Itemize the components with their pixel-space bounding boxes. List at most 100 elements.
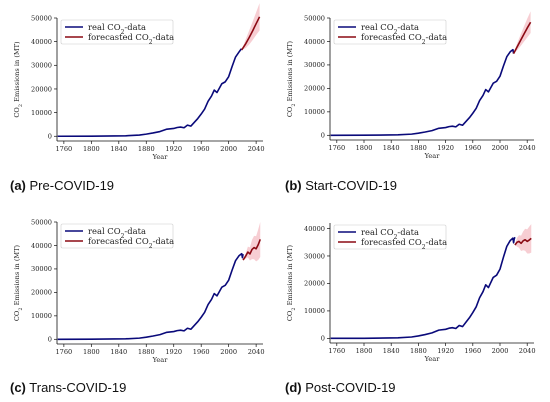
panel-b-xtick-label-1: 1800 — [356, 144, 373, 152]
panel-c-ytick-label-5: 50000 — [31, 218, 52, 226]
panel-c-xlabel: Year — [152, 356, 169, 364]
caption-b-letter: (b) — [285, 178, 302, 193]
panel-c-xtick-label-2: 1840 — [110, 348, 127, 356]
panel-b-forecast-band — [513, 11, 531, 54]
panel-a-ytick-label-3: 30000 — [31, 62, 52, 70]
panel-a-legend-label-forecast: forecasted CO2-data — [88, 32, 174, 46]
panel-d-ytick-label-2: 20000 — [304, 280, 325, 288]
panel-a-ylabel: CO2 Emissions in (MT) — [13, 41, 24, 118]
panel-b: 0 10000 20000 30000 40000 50000 1760 1800 1840 18… — [286, 11, 536, 160]
caption-d: (d) Post-COVID-19 — [285, 380, 396, 395]
panel-b-ytick-label-0: 0 — [321, 132, 325, 140]
panel-a-ytick-label-1: 10000 — [31, 109, 52, 117]
panel-a-real-line — [57, 48, 243, 138]
panel-d-xtick-label-3: 1880 — [410, 347, 427, 355]
panel-b-xtick-label-2: 1840 — [383, 144, 400, 152]
panel-c-real-line — [57, 252, 244, 341]
panel-b-xtick-label-7: 2040 — [519, 144, 536, 152]
caption-d-text: Post-COVID-19 — [305, 380, 396, 395]
panel-b-ytick-label-1: 10000 — [304, 108, 325, 116]
panel-b-ytick-label-3: 30000 — [304, 61, 325, 69]
panel-c-xtick-label-3: 1880 — [138, 348, 155, 356]
caption-c-letter: (c) — [10, 380, 26, 395]
panel-c-ytick-label-1: 10000 — [31, 312, 52, 320]
panel-d: 0 10000 20000 30000 40000 1760 1800 1840 1880 192… — [286, 223, 536, 363]
panel-a-xtick-label-2: 1840 — [110, 145, 127, 153]
panel-a-xtick-label-6: 2000 — [220, 145, 237, 153]
caption-b: (b) Start-COVID-19 — [285, 178, 397, 193]
caption-a-letter: (a) — [10, 178, 26, 193]
panel-a-ytick-label-0: 0 — [48, 133, 52, 141]
panel-a: 0 10000 20000 30000 40000 50000 1760 1800 1840 18… — [13, 3, 265, 161]
panel-a-xlabel: Year — [152, 153, 169, 161]
panel-d-ytick-label-1: 10000 — [304, 307, 325, 315]
panel-b-forecast-line — [512, 21, 532, 55]
panel-c-ytick-label-2: 20000 — [31, 289, 52, 297]
panel-d-xtick-label-6: 2000 — [492, 347, 509, 355]
caption-a: (a) Pre-COVID-19 — [10, 178, 114, 193]
panel-b-legend-label-real: real CO2-data — [361, 22, 419, 36]
panel-a-xtick-label-1: 1800 — [83, 145, 100, 153]
panel-c-ytick-label-3: 30000 — [31, 265, 52, 273]
panel-b-ytick-label-5: 50000 — [304, 14, 325, 22]
panel-d-xtick-label-5: 1960 — [464, 347, 481, 355]
panel-a-legend-label-real: real CO2-data — [88, 22, 146, 36]
panel-d-real-line — [330, 236, 516, 340]
panel-c-xtick-label-7: 2040 — [248, 348, 265, 356]
panel-c-ytick-label-0: 0 — [48, 336, 52, 344]
panel-a-xtick-label-3: 1880 — [138, 145, 155, 153]
panel-a-legend-box — [60, 19, 174, 45]
panel-c-xtick-label-0: 1760 — [55, 348, 72, 356]
panel-b-ylabel: CO2 Emissions in (MT) — [286, 40, 297, 117]
panel-d-xtick-label-4: 1920 — [437, 347, 454, 355]
panel-b-real-line — [330, 48, 515, 137]
panel-b-xtick-label-5: 1960 — [464, 144, 481, 152]
caption-c: (c) Trans-COVID-19 — [10, 380, 126, 395]
panel-d-legend-label-real: real CO2-data — [361, 227, 419, 241]
panel-d-forecast-line — [514, 237, 532, 246]
caption-c-text: Trans-COVID-19 — [29, 380, 127, 395]
panel-a-xtick-label-4: 1920 — [165, 145, 182, 153]
panel-a-forecast-band — [241, 3, 260, 50]
caption-d-letter: (d) — [285, 380, 302, 395]
panel-d-legend-box — [333, 224, 447, 250]
panel-d-xlabel: Year — [424, 355, 441, 363]
panel-c-xtick-label-1: 1800 — [83, 348, 100, 356]
panel-b-legend-box — [333, 19, 447, 45]
panel-a-forecast-line — [241, 16, 261, 51]
panel-d-xtick-label-7: 2040 — [519, 347, 536, 355]
panel-c-xtick-label-6: 2000 — [220, 348, 237, 356]
panel-b-ytick-label-2: 20000 — [304, 85, 325, 93]
panel-d-ytick-label-4: 40000 — [304, 225, 325, 233]
panel-c-legend-label-forecast: forecasted CO2-data — [88, 236, 174, 250]
panel-a-ytick-label-4: 40000 — [31, 38, 52, 46]
panel-c-ylabel: CO2 Emissions in (MT) — [13, 244, 24, 321]
panel-c-xtick-label-4: 1920 — [165, 348, 182, 356]
panel-b-ytick-label-4: 40000 — [304, 38, 325, 46]
panel-a-xtick-label-7: 2040 — [248, 145, 265, 153]
panel-d-ylabel: CO2 Emissions in (MT) — [286, 244, 297, 321]
panel-c-forecast-line — [242, 239, 262, 261]
panel-d-xtick-label-0: 1760 — [328, 347, 345, 355]
panel-a-ytick-label-5: 50000 — [31, 14, 52, 22]
panel-c-legend-label-real: real CO2-data — [88, 226, 146, 240]
panel-c-legend-box — [60, 223, 174, 249]
panel-b-xtick-label-6: 2000 — [492, 144, 509, 152]
panel-d-xtick-label-2: 1840 — [383, 347, 400, 355]
panel-c-xtick-label-5: 1960 — [193, 348, 210, 356]
panel-c-ytick-label-4: 40000 — [31, 242, 52, 250]
panel-a-xtick-label-5: 1960 — [193, 145, 210, 153]
panel-b-xtick-label-0: 1760 — [328, 144, 345, 152]
panel-d-xtick-label-1: 1800 — [356, 347, 373, 355]
panel-c: 0 10000 20000 30000 40000 50000 1760 1800 1840 18… — [13, 218, 265, 364]
caption-b-text: Start-COVID-19 — [305, 178, 397, 193]
panel-a-ytick-label-2: 20000 — [31, 85, 52, 93]
panel-b-legend-label-forecast: forecasted CO2-data — [361, 32, 447, 46]
caption-a-text: Pre-COVID-19 — [29, 178, 115, 193]
panel-b-xtick-label-3: 1880 — [410, 144, 427, 152]
panel-d-forecast-band — [514, 224, 532, 254]
